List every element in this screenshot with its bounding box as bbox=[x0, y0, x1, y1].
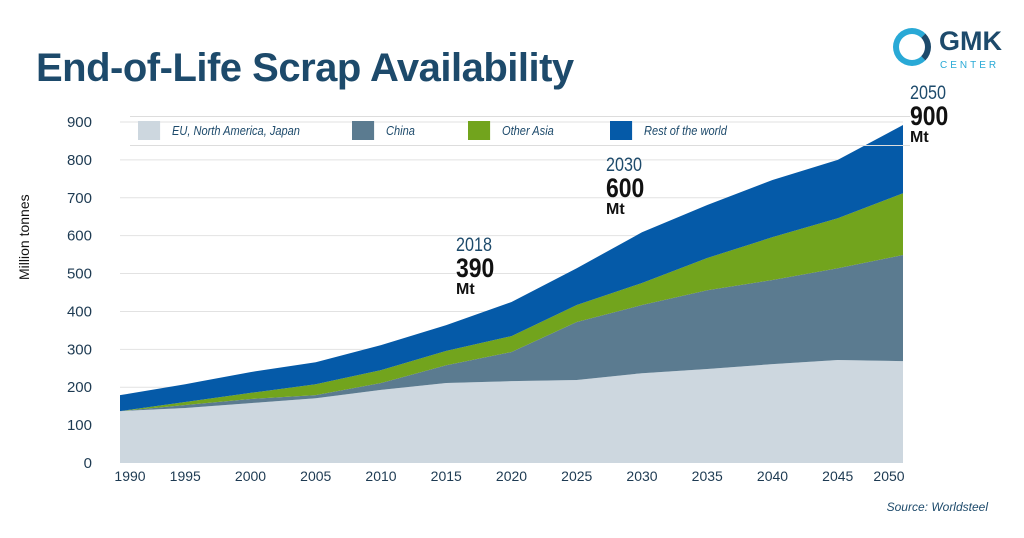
legend-label: Other Asia bbox=[502, 123, 554, 138]
legend-item-eu: EU, North America, Japan bbox=[138, 121, 300, 140]
legend-swatch bbox=[610, 121, 633, 140]
annotation-year: 2018 bbox=[456, 235, 492, 256]
annotation-year: 2030 bbox=[606, 155, 642, 176]
y-tick-label: 0 bbox=[84, 455, 92, 472]
x-tick-label: 2035 bbox=[692, 468, 723, 484]
annotation-value: 390 bbox=[456, 253, 495, 283]
y-tick-label: 600 bbox=[67, 228, 92, 245]
x-tick-label: 2015 bbox=[431, 468, 462, 484]
y-axis-label: Million tonnes bbox=[16, 194, 32, 280]
x-tick-label: 2030 bbox=[626, 468, 657, 484]
x-tick-label: 2000 bbox=[235, 468, 266, 484]
area-china bbox=[120, 254, 903, 412]
source-note: Source: Worldsteel bbox=[886, 500, 988, 514]
annotation-value: 600 bbox=[606, 173, 645, 203]
logo-subtext: CENTER bbox=[940, 60, 1000, 71]
area-rest-of-the-world bbox=[120, 125, 903, 412]
legend-swatch bbox=[352, 121, 375, 140]
legend-item-china: China bbox=[352, 121, 415, 140]
annotation-2050: 2050 900 Mt bbox=[910, 84, 955, 146]
y-tick-label: 200 bbox=[67, 379, 92, 396]
x-tick-label: 2010 bbox=[365, 468, 396, 484]
legend-item-other-asia: Other Asia bbox=[468, 121, 554, 140]
legend-item-rest-of-world: Rest of the world bbox=[610, 121, 727, 140]
gmk-center-logo: GMK CENTER bbox=[893, 26, 1013, 76]
x-tick-label: 1995 bbox=[170, 468, 201, 484]
legend: EU, North America, Japan China Other Asi… bbox=[130, 116, 910, 146]
legend-swatch bbox=[468, 121, 491, 140]
x-tick-label: 2050 bbox=[873, 468, 904, 484]
logo-text: GMK bbox=[939, 26, 1002, 56]
annotation-unit: Mt bbox=[606, 201, 625, 218]
page-title: End-of-Life Scrap Availability bbox=[36, 46, 574, 90]
y-tick-label: 700 bbox=[67, 190, 92, 207]
area-eu-north-america-japan bbox=[120, 359, 903, 463]
x-tick-label: 2040 bbox=[757, 468, 788, 484]
y-tick-label: 300 bbox=[67, 341, 92, 358]
annotation-unit: Mt bbox=[456, 281, 475, 298]
annotation-year: 2050 bbox=[910, 83, 946, 104]
annotation-2030: 2030 600 Mt bbox=[606, 156, 651, 218]
annotation-value: 900 bbox=[910, 101, 949, 131]
annotation-unit: Mt bbox=[910, 129, 929, 146]
annotation-2018: 2018 390 Mt bbox=[456, 236, 501, 298]
logo-ring-icon bbox=[893, 28, 931, 66]
y-tick-label: 100 bbox=[67, 417, 92, 434]
x-tick-label: 1990 bbox=[114, 468, 145, 484]
y-tick-label: 800 bbox=[67, 152, 92, 169]
x-tick-label: 2025 bbox=[561, 468, 592, 484]
x-tick-label: 2005 bbox=[300, 468, 331, 484]
x-tick-label: 2045 bbox=[822, 468, 853, 484]
legend-swatch bbox=[138, 121, 161, 140]
x-tick-label: 2020 bbox=[496, 468, 527, 484]
y-tick-label: 400 bbox=[67, 303, 92, 320]
legend-label: China bbox=[386, 123, 415, 138]
y-tick-label: 900 bbox=[67, 114, 92, 131]
y-tick-label: 500 bbox=[67, 266, 92, 283]
legend-label: EU, North America, Japan bbox=[172, 123, 300, 138]
legend-label: Rest of the world bbox=[644, 123, 727, 138]
